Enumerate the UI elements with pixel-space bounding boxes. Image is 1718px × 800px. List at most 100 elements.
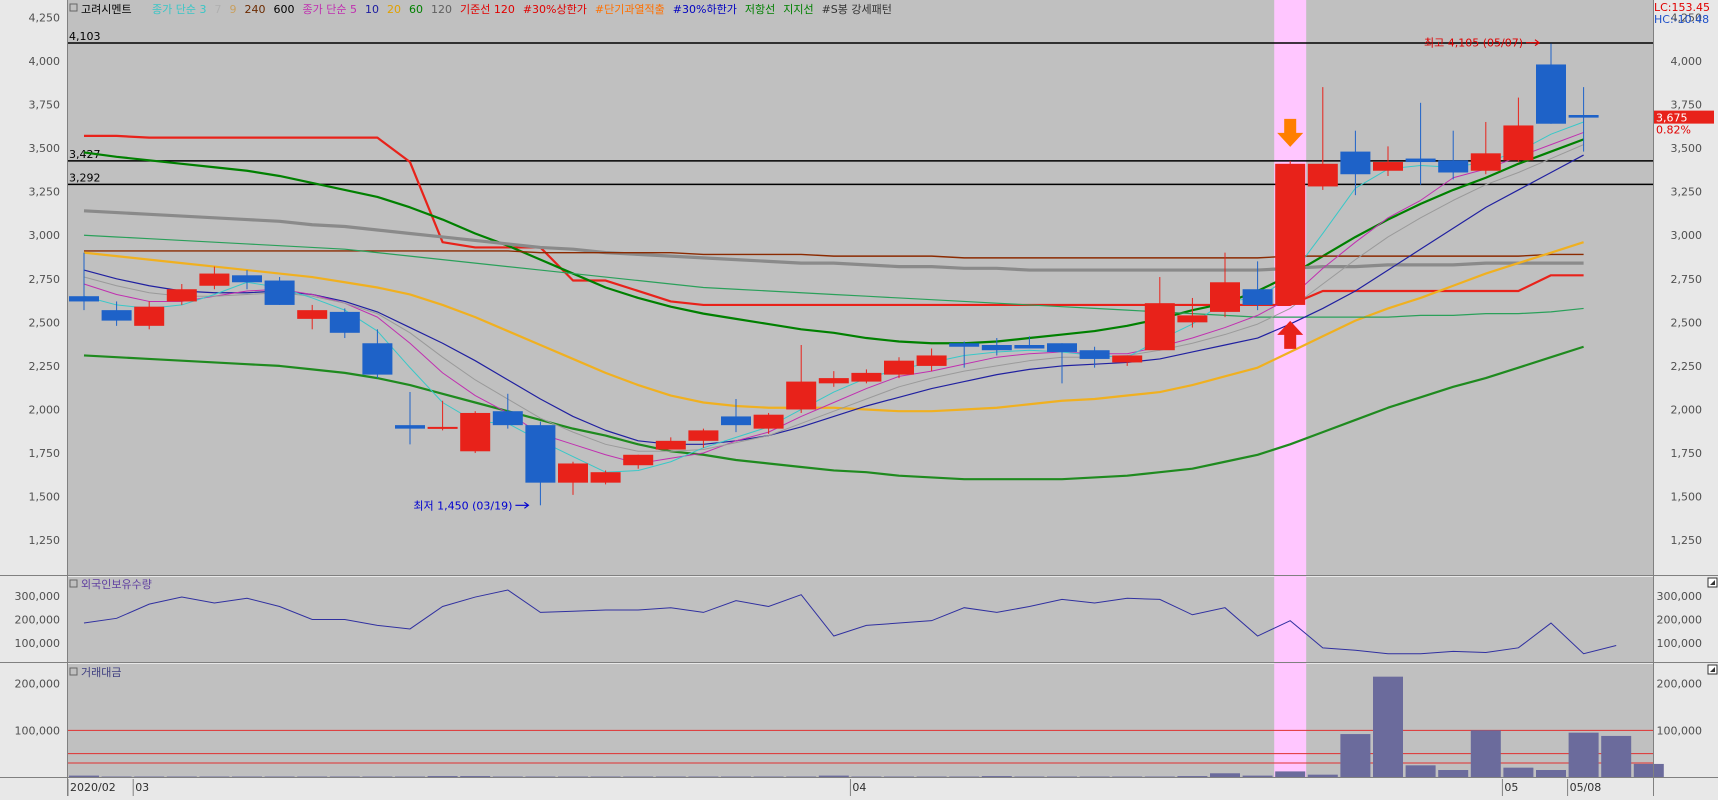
foreign-holdings-line (83, 589, 1617, 655)
y-tick-label-right: 2,000 (1671, 403, 1703, 416)
panel-checkbox-icon[interactable] (69, 579, 78, 588)
candle-body (981, 345, 1012, 351)
foreign-layer (83, 589, 1617, 655)
candle-body (590, 472, 621, 483)
foreign-tick-label-right: 300,000 (1657, 590, 1703, 603)
y-tick-label-left: 2,250 (29, 360, 61, 373)
x-tick-label: 2020/02 (70, 781, 116, 794)
candle-body (1405, 158, 1436, 163)
y-tick-label-right: 4,000 (1671, 55, 1703, 68)
candle-body (623, 454, 654, 466)
foreign-panel-label: 외국인보유수량 (81, 578, 152, 591)
candle-body (1242, 289, 1273, 305)
candle-body (1014, 345, 1045, 349)
candle-body (688, 430, 719, 441)
y-tick-label-left: 2,500 (29, 316, 61, 329)
indicator-legend: 고려시멘트 종가 단순 3 7 9 240 600 종가 단순 5 10 20 60 120 기준선… (69, 2, 892, 16)
y-tick-label-right: 1,750 (1671, 447, 1703, 460)
lc-readout: LC:153.45 (1654, 1, 1710, 14)
turnover-bar (460, 776, 491, 778)
x-tick-label: 04 (852, 781, 866, 794)
turnover-tick-label-left: 100,000 (15, 724, 61, 737)
candle-body (1177, 315, 1208, 323)
legend-item: 기준선 120 (460, 3, 515, 16)
candle-body (525, 425, 556, 483)
ma-lines-layer (83, 121, 1584, 481)
candle-body (753, 414, 784, 429)
y-tick-label-left: 2,750 (29, 273, 61, 286)
right-arrow-icon (1526, 39, 1540, 47)
hc-readout: HC:-10.48 (1654, 13, 1709, 26)
y-tick-label-left: 1,500 (29, 491, 61, 504)
ma-line (83, 209, 1584, 272)
legend-item: 10 (365, 3, 379, 16)
legend-item: 240 (244, 3, 265, 16)
candle-body (1438, 160, 1469, 173)
candle-body (427, 426, 458, 429)
price-panel (68, 0, 1653, 575)
candle-body (1047, 343, 1077, 352)
last-change: 0.82% (1656, 124, 1691, 137)
ma-line (83, 121, 1584, 473)
y-tick-label-left: 4,250 (29, 11, 61, 24)
candle-body (721, 416, 751, 426)
legend-item: 120 (431, 3, 452, 16)
panel-resize-icon[interactable] (1707, 664, 1718, 675)
turnover-bar (1210, 773, 1240, 777)
y-tick-label-left: 3,250 (29, 186, 61, 199)
up-arrow-icon (1277, 320, 1304, 349)
turnover-bar (427, 776, 458, 778)
candle-body (395, 425, 425, 429)
turnover-bar (1503, 767, 1534, 777)
legend-item: #30%하한가 (673, 2, 737, 16)
turnover-tick-label-left: 200,000 (15, 678, 61, 691)
y-tick-label-right: 3,250 (1671, 186, 1703, 199)
turnover-panel (68, 664, 1653, 777)
candle-body (134, 306, 165, 326)
ma-line (83, 241, 1584, 413)
highlight-band (1274, 0, 1307, 777)
candle-body (1568, 115, 1599, 118)
y-tick-label-right: 4,250 (1671, 11, 1703, 24)
candle-body (69, 296, 99, 302)
panel-resize-icon[interactable] (1707, 577, 1718, 588)
candle-body (1536, 64, 1566, 124)
legend-item: #단기과열적출 (595, 3, 665, 16)
candle-body (101, 310, 132, 321)
legend-item: 저항선 (745, 3, 775, 16)
foreign-tick-label-left: 100,000 (15, 637, 61, 650)
y-tick-label-left: 2,000 (29, 403, 61, 416)
ma-line (83, 138, 1584, 345)
turnover-bar (1405, 765, 1436, 777)
candle-body (297, 310, 328, 319)
y-tick-label-right: 3,500 (1671, 142, 1703, 155)
foreign-panel-title: 외국인보유수량 (69, 578, 152, 591)
x-tick-label: 05 (1504, 781, 1518, 794)
candle-body (1470, 153, 1501, 171)
turnover-bar (1470, 730, 1501, 777)
candle-body (1373, 162, 1403, 171)
x-tick-label: 05/08 (1570, 781, 1602, 794)
y-tick-label-right: 2,750 (1671, 273, 1703, 286)
highlight-layer (1274, 0, 1307, 777)
foreign-panel (68, 577, 1653, 662)
legend-checkbox-icon[interactable] (69, 3, 78, 12)
candle-body (1210, 282, 1240, 312)
y-tick-label-right: 3,750 (1671, 99, 1703, 112)
y-tick-label-left: 1,250 (29, 534, 61, 547)
turnover-bar (1177, 776, 1208, 778)
foreign-tick-label-left: 200,000 (15, 614, 61, 627)
price-badge-bg (1654, 110, 1714, 124)
ma-line (84, 250, 1584, 259)
candle-body (786, 381, 817, 410)
candle-body (851, 372, 882, 382)
y-tick-label-left: 3,000 (29, 229, 61, 242)
ma-line (83, 131, 1584, 464)
y-tick-label-left: 1,750 (29, 447, 61, 460)
panel-checkbox-icon[interactable] (69, 667, 78, 676)
candle-body (166, 289, 197, 302)
legend-item: 20 (387, 3, 401, 16)
legend-item: 7 (214, 3, 221, 16)
turnover-bar (1307, 774, 1338, 777)
turnover-bar (1373, 676, 1403, 777)
